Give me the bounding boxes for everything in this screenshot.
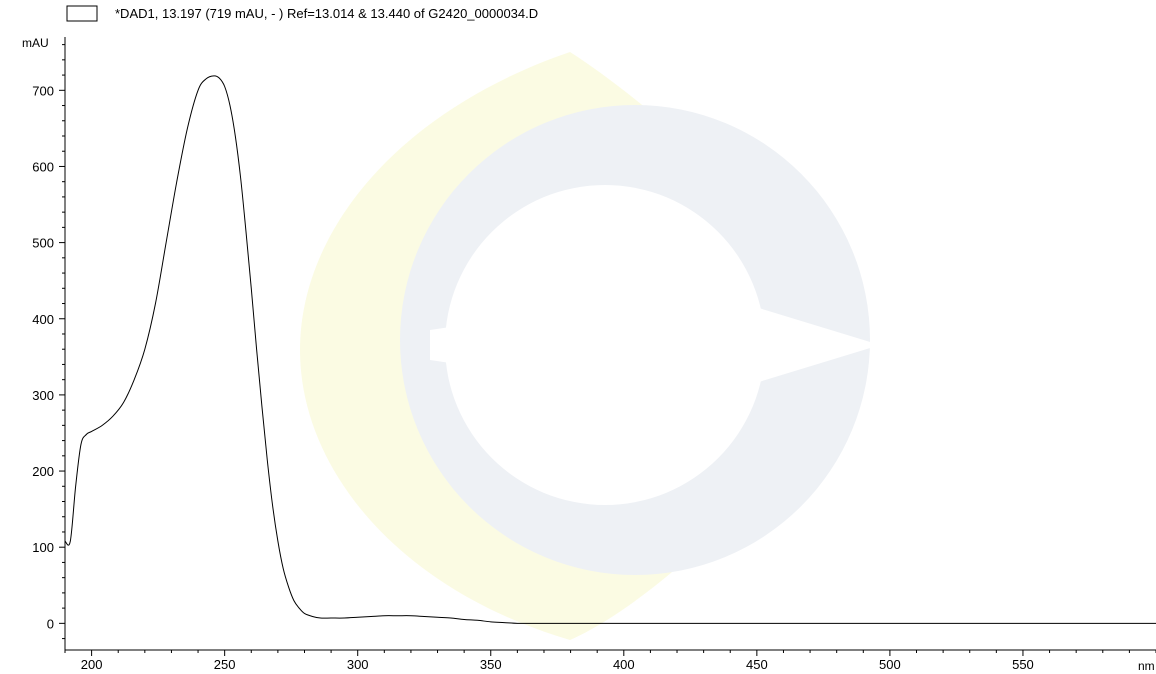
y-tick-label: 300	[32, 388, 54, 403]
watermark-gap	[430, 290, 880, 400]
legend-swatch	[66, 5, 98, 22]
y-axis-unit: mAU	[22, 36, 49, 50]
x-axis-unit: nm	[1138, 659, 1155, 673]
x-tick-label: 350	[480, 657, 502, 672]
x-tick-label: 500	[879, 657, 901, 672]
x-tick-label: 200	[81, 657, 103, 672]
series-line-0	[64, 75, 1156, 624]
y-tick-label: 500	[32, 236, 54, 251]
series-group	[64, 75, 1156, 624]
x-tick-label: 400	[613, 657, 635, 672]
watermark-logo	[300, 52, 880, 640]
y-tick-label: 600	[32, 159, 54, 174]
x-tick-label: 450	[746, 657, 768, 672]
y-tick-label: 0	[47, 616, 54, 631]
x-tick-label: 250	[214, 657, 236, 672]
axis-ticks: 0 100 200 300 400 500 600 700 200 250 300 350 400 450…	[32, 44, 1156, 672]
y-tick-label: 100	[32, 540, 54, 555]
y-tick-label: 700	[32, 83, 54, 98]
y-tick-label: 400	[32, 312, 54, 327]
x-tick-label: 300	[347, 657, 369, 672]
x-tick-label: 550	[1012, 657, 1034, 672]
y-tick-label: 200	[32, 464, 54, 479]
legend-label: *DAD1, 13.197 (719 mAU, - ) Ref=13.014 &…	[115, 6, 538, 21]
